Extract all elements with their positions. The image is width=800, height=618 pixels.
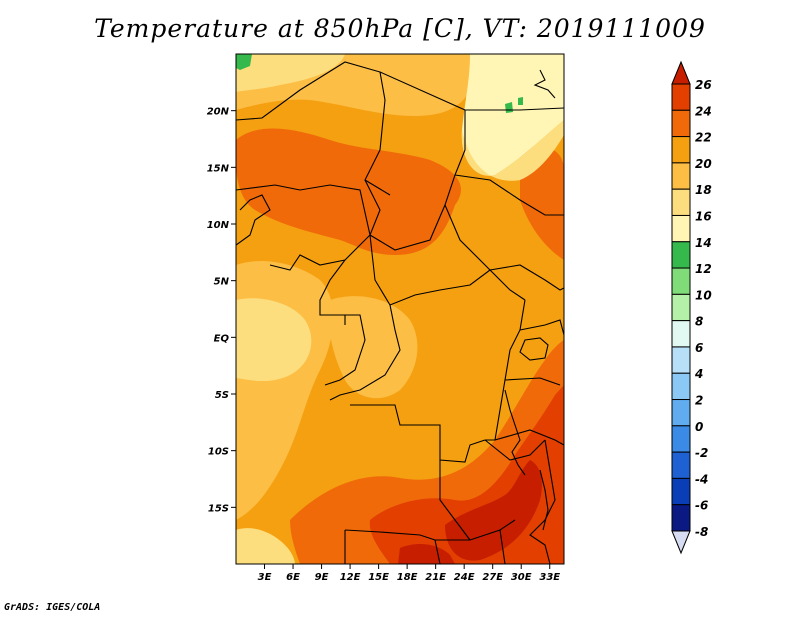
lon-tick-label: 27E: [482, 572, 503, 583]
colorbar-level-label: 12: [695, 262, 712, 276]
lat-tick-label: 10S: [208, 447, 229, 458]
colorbar-level-label: 14: [695, 236, 712, 250]
colorbar-level-label: 16: [695, 209, 712, 223]
lon-tick-label: 12E: [340, 572, 361, 583]
lat-tick-label: 20N: [207, 107, 230, 118]
border-south-sudan: [489, 264, 564, 291]
colorbar-swatch: [671, 425, 691, 453]
temperature-field: [236, 54, 564, 564]
map-title: Temperature at 850hPa [C], VT: 201911100…: [94, 14, 706, 43]
colorbar-swatch: [671, 399, 691, 427]
colorbar-swatch: [671, 162, 691, 190]
field-zone-12-14-spot-ne2: [518, 97, 523, 105]
field-zone-26-plus-core: [445, 460, 542, 561]
field-zone-16-18-northwest: [236, 54, 345, 92]
border-lake-tanganyika: [504, 389, 526, 476]
field-zone-16-18-northeast: [461, 120, 564, 181]
longitude-axis: 3E 6E 9E 12E 15E 18E 21E 24E 27E 30E 33E: [258, 564, 560, 583]
border-sudan-east: [454, 107, 564, 216]
colorbar-swatch: [671, 320, 691, 348]
colorbar-bottom-triangle: [671, 530, 691, 555]
border-drc-west: [329, 304, 401, 401]
colorbar-level-label: 8: [695, 315, 703, 329]
grads-credit: GrADS: IGES/COLA: [4, 602, 101, 613]
lat-tick-label: EQ: [214, 333, 230, 344]
colorbar-level-label: 0: [695, 420, 703, 434]
field-zone-16-18-southwest: [236, 528, 295, 564]
lat-tick-label: 15N: [207, 163, 230, 174]
field-zone-22-24-east: [520, 146, 564, 260]
lat-tick-label: 5S: [215, 390, 229, 401]
colorbar-level-label: 24: [695, 104, 712, 118]
field-zone-22-24-north: [236, 128, 461, 255]
lat-tick-label: 5N: [214, 277, 230, 288]
field-zone-26-plus-south: [398, 544, 455, 564]
border-southern: [344, 529, 506, 564]
colorbar-swatch: [671, 136, 691, 164]
lon-tick-label: 15E: [368, 572, 389, 583]
border-lake-victoria: [519, 337, 549, 361]
lon-tick-label: 9E: [315, 572, 329, 583]
border-lake-malawi: [539, 469, 549, 531]
lon-tick-label: 6E: [286, 572, 300, 583]
colorbar-swatch: [671, 214, 691, 243]
colorbar-level-label: -8: [695, 525, 708, 539]
colorbar-top-triangle: [671, 60, 691, 85]
colorbar-level-label: 22: [695, 131, 712, 145]
lon-tick-label: 33E: [539, 572, 560, 583]
lat-tick-label: 10N: [207, 220, 230, 231]
lon-tick-label: 21E: [425, 572, 446, 583]
field-zone-12-14-spot-nw: [236, 54, 252, 70]
colorbar-level-label: 18: [695, 183, 712, 197]
colorbar-level-label: -4: [695, 472, 708, 486]
colorbar-swatch: [671, 188, 691, 216]
colorbar-swatch: [671, 451, 691, 479]
field-zone-14-16-northeast: [461, 54, 564, 176]
colorbar-swatch: [671, 109, 691, 138]
country-borders: [236, 61, 564, 564]
colorbar-swatch: [671, 477, 691, 506]
colorbar-level-label: 20: [695, 157, 712, 171]
colorbar-level-label: -2: [695, 446, 708, 460]
lon-tick-label: 18E: [397, 572, 418, 583]
colorbar-level-label: 2: [695, 394, 703, 408]
border-ne-coast: [533, 69, 556, 99]
colorbar-swatch: [671, 372, 691, 401]
latitude-axis: 20N 15N 10N 5N EQ 5S 10S 15S: [207, 107, 236, 514]
border-zambia: [439, 439, 546, 541]
colorbar-level-label: 10: [695, 288, 712, 302]
lon-tick-label: 24E: [454, 572, 475, 583]
border-chad-car: [364, 179, 446, 251]
border-congo: [324, 314, 366, 386]
colorbar-level-label: 4: [694, 367, 703, 381]
lon-tick-label: 3E: [258, 572, 272, 583]
field-zone-16-18-west: [236, 298, 312, 382]
lon-tick-label: 30E: [511, 572, 532, 583]
colorbar-level-label: -6: [695, 499, 708, 513]
colorbar-swatch: [671, 83, 691, 111]
map-frame: [235, 53, 565, 565]
colorbar-swatch: [671, 504, 691, 532]
colorbar-level-label: 26: [695, 78, 712, 92]
colorbar-swatch: [671, 293, 691, 322]
border-cameroon: [319, 259, 346, 325]
colorbar-level-label: 6: [695, 341, 703, 355]
colorbar-swatch: [671, 346, 691, 374]
lat-tick-label: 15S: [208, 503, 229, 514]
border-car-drc: [369, 234, 526, 306]
colorbar-swatch: [671, 241, 691, 269]
border-drc-angola: [350, 404, 486, 463]
border-east-africa: [494, 319, 564, 446]
border-west-africa: [236, 194, 271, 246]
colorbar-swatch: [671, 267, 691, 295]
